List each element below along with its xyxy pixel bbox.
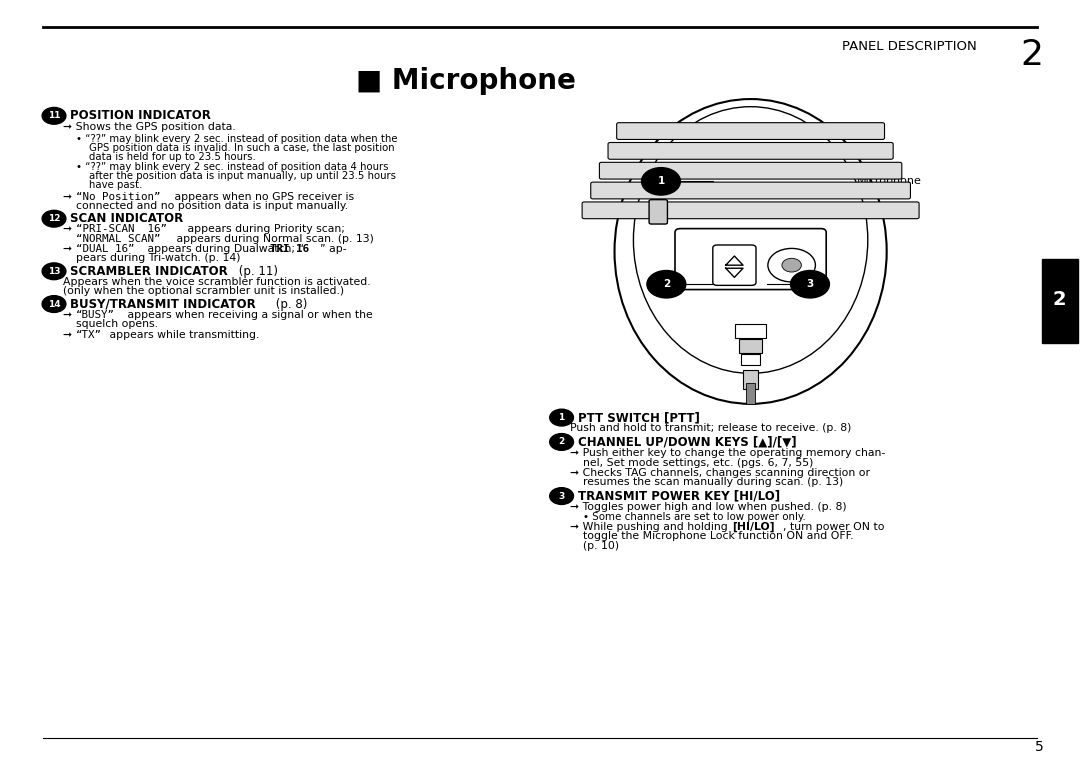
Text: ➞ While pushing and holding: ➞ While pushing and holding (570, 522, 731, 533)
Text: “DUAL 16”: “DUAL 16” (76, 244, 134, 255)
Circle shape (550, 409, 573, 426)
Text: appears during Normal scan. (p. 13): appears during Normal scan. (p. 13) (173, 233, 374, 244)
Text: connected and no position data is input manually.: connected and no position data is input … (76, 200, 348, 211)
Text: Push and hold to transmit; release to receive. (p. 8): Push and hold to transmit; release to re… (570, 423, 852, 434)
Text: [HI/LO]: [HI/LO] (732, 522, 774, 533)
Text: appears when no GPS receiver is: appears when no GPS receiver is (171, 191, 354, 202)
Text: ➞: ➞ (63, 329, 76, 340)
Text: • Some channels are set to low power only.: • Some channels are set to low power onl… (583, 511, 806, 522)
Text: toggle the Microphone Lock function ON and OFF.: toggle the Microphone Lock function ON a… (583, 531, 853, 542)
Circle shape (647, 271, 686, 298)
Text: “TX”: “TX” (76, 329, 102, 340)
Text: 1: 1 (658, 176, 664, 187)
Text: Appears when the voice scrambler function is activated.: Appears when the voice scrambler functio… (63, 277, 370, 287)
Text: after the position data is input manually, up until 23.5 hours: after the position data is input manuall… (89, 171, 395, 181)
Text: “PRI-SCAN  16”: “PRI-SCAN 16” (76, 224, 166, 235)
Text: 14: 14 (48, 299, 60, 309)
Circle shape (768, 248, 815, 282)
FancyBboxPatch shape (649, 200, 667, 224)
Text: PANEL DESCRIPTION: PANEL DESCRIPTION (842, 40, 977, 53)
Text: BUSY/TRANSMIT INDICATOR: BUSY/TRANSMIT INDICATOR (70, 297, 256, 311)
Text: 1: 1 (558, 413, 565, 422)
Text: TRANSMIT POWER KEY [HI/LO]: TRANSMIT POWER KEY [HI/LO] (578, 489, 780, 503)
Text: 2: 2 (1021, 38, 1043, 72)
Text: • “??” may blink every 2 sec. instead of position data when the: • “??” may blink every 2 sec. instead of… (76, 133, 397, 144)
Text: SCRAMBLER INDICATOR: SCRAMBLER INDICATOR (70, 264, 228, 278)
Text: 3: 3 (807, 279, 813, 290)
Bar (739, 339, 762, 353)
Text: GPS position data is invalid. In such a case, the last position: GPS position data is invalid. In such a … (89, 142, 394, 153)
Text: ➞ Push either key to change the operating memory chan-: ➞ Push either key to change the operatin… (570, 448, 886, 459)
Circle shape (42, 107, 66, 124)
Text: ” ap-: ” ap- (320, 244, 347, 255)
Text: ➞ Shows the GPS position data.: ➞ Shows the GPS position data. (63, 122, 235, 133)
FancyBboxPatch shape (675, 229, 826, 290)
Bar (741, 354, 760, 365)
FancyBboxPatch shape (599, 162, 902, 179)
Text: “BUSY”: “BUSY” (76, 309, 114, 320)
FancyBboxPatch shape (617, 123, 885, 139)
Text: 2: 2 (663, 279, 670, 290)
Text: “NORMAL SCAN”: “NORMAL SCAN” (76, 233, 160, 244)
Text: ➞: ➞ (63, 244, 76, 255)
Text: 3: 3 (558, 491, 565, 501)
Text: CHANNEL UP/DOWN KEYS [▲]/[▼]: CHANNEL UP/DOWN KEYS [▲]/[▼] (578, 435, 796, 449)
FancyBboxPatch shape (582, 202, 919, 219)
Text: , turn power ON to: , turn power ON to (783, 522, 885, 533)
Circle shape (782, 258, 801, 272)
Circle shape (550, 434, 573, 450)
Circle shape (550, 488, 573, 504)
Ellipse shape (633, 107, 868, 373)
Text: 5: 5 (1035, 740, 1043, 754)
Text: “No Position”: “No Position” (76, 191, 160, 202)
Text: (only when the optional scrambler unit is installed.): (only when the optional scrambler unit i… (63, 286, 343, 296)
Text: Microphone: Microphone (856, 176, 921, 187)
Text: (p. 11): (p. 11) (235, 264, 279, 278)
FancyBboxPatch shape (713, 245, 756, 285)
Text: POSITION INDICATOR: POSITION INDICATOR (70, 109, 211, 123)
Text: 2: 2 (1053, 290, 1066, 309)
Text: appears while transmitting.: appears while transmitting. (106, 329, 259, 340)
Text: 11: 11 (48, 111, 60, 120)
Circle shape (42, 263, 66, 280)
Circle shape (642, 168, 680, 195)
Text: ➞: ➞ (63, 309, 76, 320)
Circle shape (42, 210, 66, 227)
Text: • “??” may blink every 2 sec. instead of position data 4 hours: • “??” may blink every 2 sec. instead of… (76, 162, 388, 172)
Text: 13: 13 (48, 267, 60, 276)
Bar (743, 370, 758, 389)
Circle shape (42, 296, 66, 312)
Text: appears when receiving a signal or when the: appears when receiving a signal or when … (124, 309, 373, 320)
Text: 2: 2 (558, 437, 565, 447)
Text: appears during Dualwatch; “: appears during Dualwatch; “ (144, 244, 303, 255)
Text: pears during Tri-watch. (p. 14): pears during Tri-watch. (p. 14) (76, 253, 240, 264)
Text: data is held for up to 23.5 hours.: data is held for up to 23.5 hours. (89, 152, 255, 162)
Bar (1042, 259, 1078, 343)
Text: TRI 16: TRI 16 (270, 244, 309, 255)
Text: resumes the scan manually during scan. (p. 13): resumes the scan manually during scan. (… (583, 477, 843, 488)
Text: (p. 8): (p. 8) (272, 297, 308, 311)
Circle shape (791, 271, 829, 298)
Text: squelch opens.: squelch opens. (76, 319, 158, 329)
Text: ➞: ➞ (63, 191, 76, 202)
Text: (p. 10): (p. 10) (583, 540, 619, 551)
Text: ■ Microphone: ■ Microphone (356, 67, 577, 95)
Bar (746, 383, 755, 404)
Text: have past.: have past. (89, 180, 141, 190)
Text: 12: 12 (48, 214, 60, 223)
Text: ➞: ➞ (63, 224, 76, 235)
Text: ➞ Toggles power high and low when pushed. (p. 8): ➞ Toggles power high and low when pushed… (570, 502, 847, 513)
Text: nel, Set mode settings, etc. (pgs. 6, 7, 55): nel, Set mode settings, etc. (pgs. 6, 7,… (583, 457, 813, 468)
Bar (735, 324, 766, 338)
Ellipse shape (615, 99, 887, 404)
FancyBboxPatch shape (591, 182, 910, 199)
Text: SCAN INDICATOR: SCAN INDICATOR (70, 212, 184, 226)
Text: PTT SWITCH [PTT]: PTT SWITCH [PTT] (578, 411, 700, 424)
FancyBboxPatch shape (608, 142, 893, 159)
Text: appears during Priority scan;: appears during Priority scan; (184, 224, 345, 235)
Text: ➞ Checks TAG channels, changes scanning direction or: ➞ Checks TAG channels, changes scanning … (570, 468, 870, 479)
